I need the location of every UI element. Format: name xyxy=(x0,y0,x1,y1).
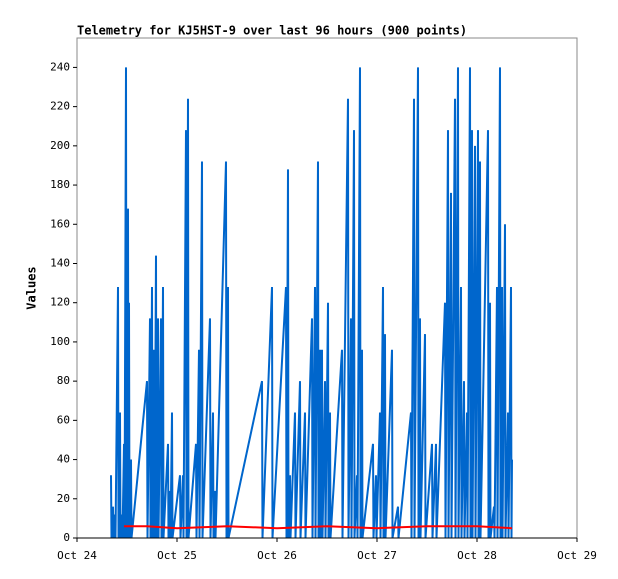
y-tick-label: 60 xyxy=(57,413,70,426)
x-tick-label: Oct 25 xyxy=(157,549,197,562)
y-tick-label: 100 xyxy=(50,335,70,348)
data-line xyxy=(124,525,513,530)
y-tick-label: 160 xyxy=(50,217,70,230)
y-tick-label: 200 xyxy=(50,139,70,152)
x-tick-label: Oct 27 xyxy=(357,549,397,562)
y-axis-label: Values xyxy=(25,266,39,309)
y-tick-label: 120 xyxy=(50,296,70,309)
y-tick-label: 180 xyxy=(50,178,70,191)
x-tick-label: Oct 26 xyxy=(257,549,297,562)
y-tick-label: 40 xyxy=(57,453,70,466)
x-tick-label: Oct 29 xyxy=(557,549,597,562)
y-tick-label: 140 xyxy=(50,256,70,269)
chart-title: Telemetry for KJ5HST-9 over last 96 hour… xyxy=(77,24,467,38)
y-tick-label: 240 xyxy=(50,60,70,73)
y-tick-label: 80 xyxy=(57,374,70,387)
x-tick-label: Oct 24 xyxy=(57,549,97,562)
y-tick-label: 0 xyxy=(63,531,70,544)
y-tick-label: 220 xyxy=(50,100,70,113)
x-tick-label: Oct 28 xyxy=(457,549,497,562)
y-tick-label: 20 xyxy=(57,492,70,505)
